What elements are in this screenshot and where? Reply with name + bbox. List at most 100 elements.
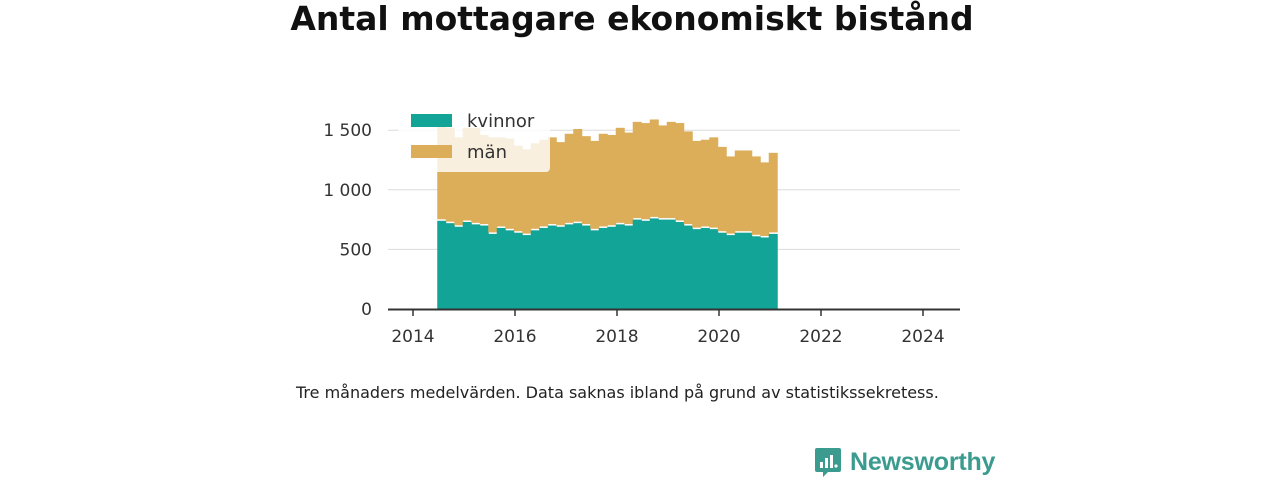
bar-man xyxy=(505,138,515,229)
brand-name: Newsworthy xyxy=(850,447,996,476)
bar-man xyxy=(564,133,574,223)
bar-kvinnor xyxy=(632,219,642,309)
legend: kvinnor män xyxy=(398,100,550,172)
brand-logo: Newsworthy xyxy=(814,446,995,478)
bar-man xyxy=(743,150,753,232)
bar-kvinnor xyxy=(675,221,685,309)
bar-man xyxy=(590,140,600,229)
bar-kvinnor xyxy=(496,227,506,309)
legend-label: kvinnor xyxy=(467,111,535,132)
bar-man xyxy=(513,145,523,232)
bar-kvinnor xyxy=(734,232,744,309)
bar-man xyxy=(556,142,566,226)
bar-man xyxy=(607,134,617,226)
newsworthy-icon xyxy=(815,448,841,477)
bar-man xyxy=(624,132,634,225)
legend-swatch-man xyxy=(411,145,452,158)
bar-man xyxy=(760,162,770,236)
x-tick-label: 2016 xyxy=(493,327,536,347)
y-tick-label: 1 500 xyxy=(323,121,372,141)
legend-swatch-kvinnor xyxy=(411,114,452,127)
bar-man xyxy=(734,150,744,232)
bar-kvinnor xyxy=(471,224,481,309)
bar-kvinnor xyxy=(700,227,710,309)
bar-kvinnor xyxy=(445,223,455,309)
bar-man xyxy=(547,137,557,225)
bar-kvinnor xyxy=(598,227,608,309)
chart-title: Antal mottagare ekonomiskt bistånd xyxy=(290,0,974,38)
bar-man xyxy=(539,139,549,227)
bar-man xyxy=(751,156,761,235)
bar-kvinnor xyxy=(590,230,600,309)
bar-man xyxy=(692,140,702,228)
bars xyxy=(437,119,778,309)
bar-man xyxy=(471,127,481,223)
bar-man xyxy=(573,129,583,222)
bar-man xyxy=(615,127,625,223)
x-tick-label: 2014 xyxy=(391,327,434,347)
bar-man xyxy=(683,131,693,225)
bar-man xyxy=(454,137,464,226)
bar-kvinnor xyxy=(607,226,617,309)
bar-kvinnor xyxy=(726,235,736,309)
bar-kvinnor xyxy=(615,224,625,309)
bar-man xyxy=(768,152,778,233)
bar-kvinnor xyxy=(505,230,515,309)
y-tick-label: 1 000 xyxy=(323,181,372,201)
bar-kvinnor xyxy=(462,221,472,309)
bar-kvinnor xyxy=(454,226,464,309)
bar-kvinnor xyxy=(649,218,659,309)
bar-kvinnor xyxy=(751,236,761,309)
bar-kvinnor xyxy=(641,220,651,309)
bar-man xyxy=(709,137,719,228)
bar-man xyxy=(632,121,642,219)
bar-man xyxy=(666,121,676,219)
x-tick-label: 2020 xyxy=(697,327,740,347)
bar-man xyxy=(658,125,668,219)
bar-kvinnor xyxy=(717,232,727,309)
bar-man xyxy=(641,123,651,220)
bar-man xyxy=(479,134,489,225)
bar-kvinnor xyxy=(437,220,447,309)
y-tick-label: 500 xyxy=(340,240,372,260)
x-tick-label: 2018 xyxy=(595,327,638,347)
bar-kvinnor xyxy=(760,237,770,309)
bar-man xyxy=(649,119,659,217)
bar-kvinnor xyxy=(547,225,557,309)
bar-kvinnor xyxy=(666,219,676,309)
bar-kvinnor xyxy=(709,229,719,309)
chart-caption: Tre månaders medelvärden. Data saknas ib… xyxy=(296,383,939,402)
y-tick-label: 0 xyxy=(361,300,372,320)
bar-kvinnor xyxy=(556,226,566,309)
bar-kvinnor xyxy=(513,232,523,309)
bar-man xyxy=(462,127,472,221)
bar-kvinnor xyxy=(768,233,778,309)
bar-kvinnor xyxy=(564,224,574,309)
axes: 0 500 1 000 1 500 2014 2016 2018 2020 2022 2024 xyxy=(323,121,960,347)
bar-kvinnor xyxy=(539,227,549,309)
bar-kvinnor xyxy=(573,223,583,309)
bar-man xyxy=(726,156,736,234)
bar-kvinnor xyxy=(581,225,591,309)
x-tick-label: 2024 xyxy=(901,327,944,347)
bar-man xyxy=(598,133,608,227)
bar-kvinnor xyxy=(692,229,702,309)
legend-label: män xyxy=(467,142,507,163)
bar-kvinnor xyxy=(743,232,753,309)
bar-man xyxy=(700,139,710,227)
bar-kvinnor xyxy=(488,233,498,309)
bar-kvinnor xyxy=(530,230,540,309)
bar-man xyxy=(522,149,532,234)
bar-man xyxy=(530,143,540,229)
bar-man xyxy=(675,123,685,221)
bar-man xyxy=(496,137,506,227)
bar-man xyxy=(581,136,591,225)
bar-man xyxy=(445,127,455,222)
x-tick-label: 2022 xyxy=(799,327,842,347)
bar-kvinnor xyxy=(624,225,634,309)
bar-kvinnor xyxy=(522,235,532,309)
bar-man xyxy=(717,146,727,232)
bar-man xyxy=(437,126,447,220)
bar-kvinnor xyxy=(658,219,668,309)
